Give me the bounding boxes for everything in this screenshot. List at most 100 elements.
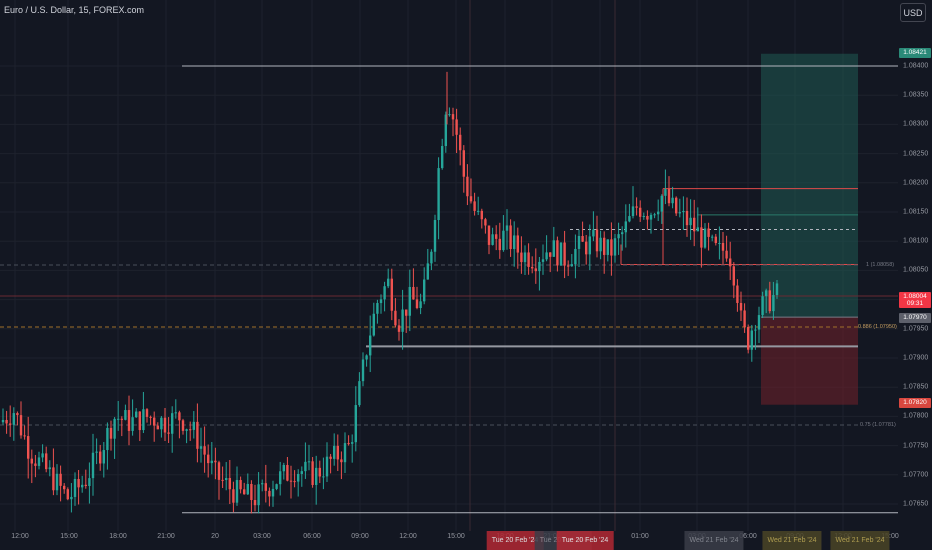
candle-body (559, 242, 563, 266)
candle-body (718, 242, 721, 244)
candle-body (617, 234, 620, 239)
candle-body (358, 381, 361, 406)
price-tick: 1.08100 (903, 237, 929, 245)
price-tick: 1.07800 (903, 412, 929, 420)
candle-body (729, 258, 732, 267)
candle-body (444, 114, 447, 147)
candle-body (523, 252, 527, 263)
candle-body (27, 436, 30, 459)
candle-body (592, 229, 595, 237)
candle-body (282, 464, 285, 472)
candle-body (113, 418, 116, 439)
candle-body (138, 411, 141, 431)
candle-body (419, 301, 422, 309)
candle-body (189, 429, 192, 431)
candle-body (585, 241, 588, 255)
candle-body (394, 310, 397, 326)
candle-body (207, 454, 210, 464)
candle-body (675, 197, 678, 214)
candle-body (9, 423, 12, 425)
candle-body (181, 420, 185, 431)
candle-body (477, 210, 480, 212)
candle-body (88, 478, 91, 487)
candle-body (642, 215, 645, 217)
candle-body (315, 467, 318, 485)
candle-body (210, 460, 213, 464)
candle-body (73, 478, 77, 497)
candle-body (588, 236, 591, 255)
candle-body (711, 236, 714, 238)
candle-body (174, 412, 177, 414)
candle-body (689, 217, 692, 226)
candle-body (160, 417, 163, 430)
price-tick: 1.08250 (903, 150, 929, 158)
candle-body (322, 476, 325, 478)
candle-body (81, 484, 84, 488)
candle-body (63, 485, 66, 490)
candle-body (70, 496, 73, 500)
candle-body (732, 266, 735, 286)
candle-body (761, 296, 764, 316)
candlestick-chart[interactable] (0, 0, 898, 531)
candle-body (264, 483, 267, 491)
candle-body (286, 464, 289, 481)
candle-body (415, 299, 419, 309)
candle-body (16, 413, 19, 416)
candle-body (102, 450, 105, 464)
candle-body (351, 442, 354, 444)
candle-body (228, 478, 231, 490)
candle-body (336, 445, 339, 460)
candle-body (657, 211, 660, 215)
candle-body (513, 235, 516, 250)
candle-body (307, 461, 311, 463)
price-tick: 1.07950 (903, 325, 929, 333)
candle-body (329, 456, 332, 459)
candle-body (167, 432, 170, 434)
candle-body (325, 456, 329, 477)
candle-body (462, 150, 465, 177)
current-price-label: 1.08004 09:31 (899, 292, 931, 308)
price-tick: 1.08150 (903, 208, 929, 216)
candle-body (581, 236, 584, 242)
candle-body (401, 309, 404, 332)
candle-body (59, 473, 62, 486)
price-scale[interactable] (898, 0, 932, 531)
price-tick: 1.07900 (903, 354, 929, 362)
candle-body (12, 413, 15, 425)
candle-body (405, 309, 408, 316)
candle-body (563, 242, 566, 266)
candle-body (37, 457, 41, 466)
target-price-label: 1.08421 (899, 48, 931, 58)
candle-body (473, 201, 476, 211)
symbol-title: Euro / U.S. Dollar, 15, FOREX.com (4, 5, 145, 15)
candle-body (153, 417, 156, 426)
candle-body (257, 484, 260, 506)
candle-body (693, 217, 696, 232)
candle-body (437, 168, 440, 220)
candle-body (343, 443, 347, 463)
candle-body (653, 214, 656, 216)
chart-pane[interactable] (0, 0, 898, 531)
time-tick: 21:00 (157, 533, 175, 540)
candle-body (750, 330, 753, 350)
currency-button[interactable]: USD (900, 3, 926, 22)
candle-body (664, 189, 667, 196)
candle-body (55, 473, 59, 491)
candle-body (491, 234, 494, 245)
time-tick: 06:00 (303, 533, 321, 540)
candle-body (678, 212, 681, 214)
candle-body (628, 216, 631, 222)
candle-body (185, 429, 188, 431)
candle-body (621, 232, 624, 235)
candle-body (624, 221, 627, 233)
candle-body (99, 451, 102, 464)
time-range-flag: Tue 20 Feb '24 (486, 531, 544, 550)
candle-body (387, 278, 390, 287)
candle-body (347, 443, 350, 445)
candle-body (1, 419, 5, 423)
candle-body (696, 227, 699, 232)
candle-body (646, 215, 649, 220)
candle-body (41, 453, 44, 458)
time-tick: 01:00 (631, 533, 649, 540)
candle-body (725, 250, 728, 259)
